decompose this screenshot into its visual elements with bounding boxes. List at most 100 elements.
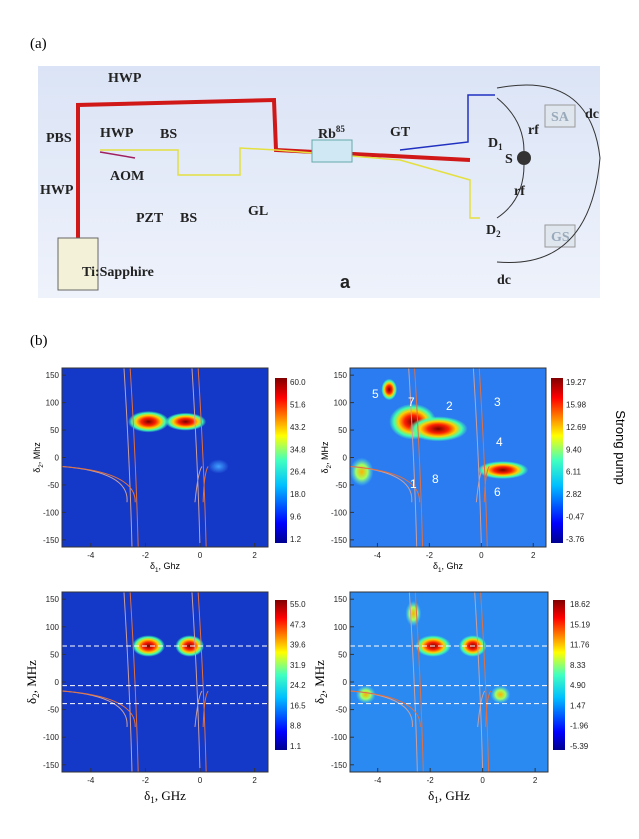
resonance-curve [472,367,484,548]
cell [311,139,353,163]
x-axis-label-part: 1 [155,567,159,574]
resonance-curve [480,591,492,773]
label: HWP [108,71,142,86]
side-label: Strong pump [613,410,628,484]
y-tick-label: -150 [331,536,348,545]
panel-label: (a) [30,36,47,52]
colorbar-label: 39.6 [290,641,306,650]
colorbar-label: -0.47 [566,513,585,522]
x-tick-label: 0 [479,551,484,560]
x-axis-label-part: δ [428,788,434,803]
laser-box [57,237,99,291]
y-axis-label-part: , MHz [320,441,330,465]
y-axis-label-part: , Mhz [32,442,42,465]
colorbar-label: -3.76 [566,535,585,544]
y-axis-label-part: 2 [326,465,333,469]
plot-bg [350,592,548,772]
y-axis-label-part: , MHz [24,660,39,693]
label: GL [248,204,268,219]
label-sup: 85 [336,124,346,134]
resonance-curve [478,367,490,548]
label: Rb [318,127,336,142]
x-tick-label: -2 [427,776,435,785]
colorbar-label: 24.2 [290,681,306,690]
y-tick-label: 150 [334,371,348,380]
colorbar-label: 1.2 [290,535,302,544]
x-axis-label: δ1, GHz [428,788,470,805]
y-tick-label: 50 [338,650,347,659]
y-axis-label-part: 2 [319,693,329,698]
colorbar-label: 34.8 [290,445,306,454]
x-tick-label: -2 [426,551,434,560]
x-axis-label-part: , Ghz [159,561,181,571]
resonance-curve [197,367,209,548]
peak-label: 5 [372,387,379,401]
x-tick-label: -2 [142,776,150,785]
y-tick-label: -50 [335,481,347,490]
tag: a [340,272,351,292]
label: Ti:Sapphire [82,265,154,280]
peak-label: 6 [494,485,501,499]
x-tick-label: -4 [87,776,95,785]
peak-label: 4 [496,435,503,449]
heat-spot [132,635,165,657]
y-axis-label: δ2, MHz [24,660,41,704]
label: BS [180,211,197,226]
y-tick-label: -50 [47,706,59,715]
colorbar-label: 18.62 [570,600,591,609]
label-sub: 1 [498,142,503,152]
x-axis-label-part: , Ghz [442,561,464,571]
x-tick-label: 0 [480,776,485,785]
resonance-curve [349,367,424,548]
label: HWP [100,126,134,141]
x-tick-label: 2 [252,551,257,560]
colorbar-label: -1.96 [570,722,589,731]
label: BS [160,127,177,142]
x-axis-label-part: δ [433,561,438,571]
label: D [486,223,496,238]
colorbar-label: 60.0 [290,378,306,387]
colorbar-label: 11.76 [570,641,590,650]
x-axis-label-part: 1 [438,567,442,574]
y-tick-label: -100 [43,508,60,517]
colorbar-label: -5.39 [570,742,589,751]
colorbar [551,378,563,543]
dc-wire [496,84,601,264]
colorbar [275,378,287,543]
label: dc [585,107,599,122]
y-tick-label: -50 [47,481,59,490]
heat-spot [381,378,398,401]
rf-wire [496,97,525,219]
x-tick-label: -4 [374,551,382,560]
x-axis-label-part: 1 [434,795,439,805]
heat-spot [165,412,207,431]
colorbar-label: 12.69 [566,423,587,432]
heat-spot [355,685,376,704]
y-tick-label: 150 [46,595,60,604]
x-axis-label-part: 1 [150,795,155,805]
label: AOM [110,169,144,184]
label: D [488,136,498,151]
colorbar-label: 51.6 [290,400,306,409]
label: D1 [488,136,503,152]
y-tick-label: 50 [50,426,59,435]
peak-label: 7 [408,395,415,409]
y-tick-label: 150 [334,595,348,604]
y-axis-label-part: 2 [38,464,45,468]
y-tick-label: 0 [343,454,348,463]
y-tick-label: 100 [46,399,60,408]
label: S [505,152,513,167]
peak-label: 2 [446,399,453,413]
x-tick-label: -4 [87,551,95,560]
y-tick-label: -100 [331,508,348,517]
colorbar-label: 18.0 [290,490,306,499]
y-tick-label: 150 [46,371,60,380]
label: GT [390,125,411,140]
y-axis-label-part: δ [32,468,42,473]
probe-beam-2 [275,149,480,219]
heat-spot [208,459,229,474]
colorbar-label: 55.0 [290,600,306,609]
y-tick-label: 100 [334,623,348,632]
heat-spot [127,410,170,433]
